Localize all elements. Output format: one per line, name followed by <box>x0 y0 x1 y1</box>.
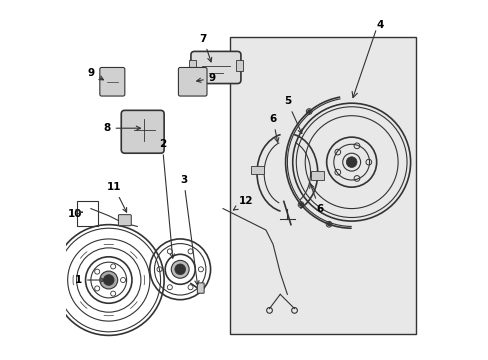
Text: 11: 11 <box>107 182 126 212</box>
Circle shape <box>103 275 114 285</box>
FancyBboxPatch shape <box>118 215 131 226</box>
Bar <box>235 60 242 71</box>
Circle shape <box>307 110 310 113</box>
Text: 8: 8 <box>103 123 140 133</box>
Text: 7: 7 <box>199 34 211 62</box>
Text: 4: 4 <box>376 19 383 30</box>
Text: 3: 3 <box>180 175 199 285</box>
FancyBboxPatch shape <box>190 51 241 84</box>
Circle shape <box>346 157 356 167</box>
Text: 12: 12 <box>233 197 253 210</box>
Text: 5: 5 <box>283 96 302 134</box>
Bar <box>310 171 324 180</box>
FancyBboxPatch shape <box>230 37 415 334</box>
Circle shape <box>175 264 185 275</box>
Bar <box>189 60 196 71</box>
Text: 2: 2 <box>159 139 174 258</box>
FancyBboxPatch shape <box>178 67 206 96</box>
Bar <box>250 166 263 175</box>
FancyBboxPatch shape <box>197 283 203 293</box>
FancyBboxPatch shape <box>121 111 164 153</box>
Text: 6: 6 <box>269 114 278 142</box>
Circle shape <box>171 260 189 278</box>
Text: 9: 9 <box>196 73 216 83</box>
Circle shape <box>100 271 118 289</box>
Text: 6: 6 <box>309 184 323 213</box>
Text: 1: 1 <box>75 275 104 285</box>
FancyBboxPatch shape <box>100 67 124 96</box>
Bar <box>77 202 98 226</box>
Circle shape <box>299 203 302 206</box>
Text: 9: 9 <box>87 68 103 80</box>
Circle shape <box>326 222 330 226</box>
Text: 10: 10 <box>67 209 82 219</box>
